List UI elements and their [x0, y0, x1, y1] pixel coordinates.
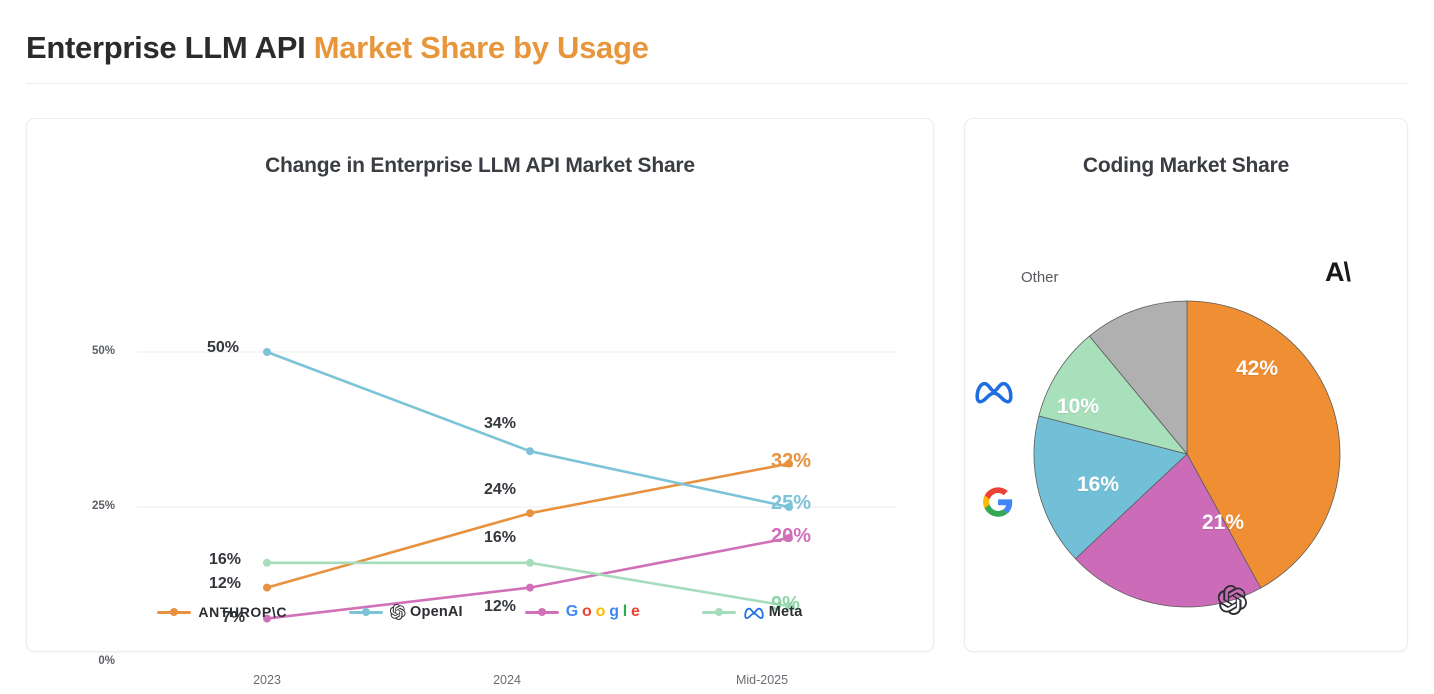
page-title-primary: Enterprise LLM API — [26, 30, 306, 65]
header-divider — [26, 83, 1408, 84]
y-tick-0: 0% — [98, 655, 115, 667]
legend-label-meta: Meta — [743, 604, 803, 620]
data-point-3-1[interactable] — [526, 558, 534, 567]
data-point-1-2[interactable] — [785, 503, 793, 511]
pie-slice-anthropic[interactable] — [1186, 300, 1341, 589]
y-tick-50: 50% — [91, 345, 115, 357]
legend-item-anthropic[interactable]: ANTHROP\C — [157, 604, 287, 620]
pie-label-meta: 10% — [1057, 395, 1100, 418]
page-title-accent: Market Share by Usage — [313, 30, 649, 65]
legend-swatch-meta — [701, 606, 736, 618]
data-label-openai-2023: 50% — [207, 339, 240, 356]
data-label-google-2023: 7% — [222, 609, 246, 626]
pie-chart-card: Coding Market Share 42% 21% 16% 10% Othe… — [964, 118, 1408, 652]
pie-label-google: 16% — [1077, 473, 1120, 496]
pie-chart-plot — [1033, 300, 1341, 608]
data-point-2-0[interactable] — [263, 614, 271, 623]
pie-slice-other[interactable] — [1088, 300, 1188, 456]
x-tick-2024: 2024 — [493, 673, 521, 687]
data-point-0-2[interactable] — [785, 459, 793, 468]
line-chart-plot — [137, 348, 897, 623]
data-point-3-0[interactable] — [263, 558, 271, 567]
data-label-openai-2024: 34% — [484, 415, 517, 432]
pie-slice-google[interactable] — [1033, 415, 1188, 560]
data-point-2-1[interactable] — [526, 583, 534, 592]
legend-item-meta[interactable]: Meta — [701, 604, 803, 620]
data-label-anthropic-2024: 24% — [484, 481, 517, 498]
line-chart-title: Change in Enterprise LLM API Market Shar… — [265, 154, 695, 177]
data-label-meta-2025: 9% — [771, 593, 800, 615]
line-series-0 — [265, 462, 791, 589]
pie-label-anthropic: 42% — [1236, 357, 1279, 380]
pie-label-openai: 21% — [1202, 511, 1245, 534]
legend-item-openai[interactable]: OpenAI — [349, 604, 463, 620]
data-point-0-1[interactable] — [526, 509, 534, 518]
data-label-google-2025: 20% — [771, 525, 812, 547]
openai-logo-icon — [390, 604, 406, 620]
data-point-2-2[interactable] — [785, 534, 793, 542]
data-point-1-0[interactable] — [263, 348, 271, 356]
data-label-openai-2025: 25% — [771, 492, 812, 514]
x-tick-mid-2025: Mid-2025 — [735, 673, 789, 687]
openai-logo-icon — [1217, 585, 1248, 620]
data-point-1-1[interactable] — [526, 447, 534, 456]
legend-swatch-anthropic — [157, 606, 192, 618]
pie-slice-meta[interactable] — [1038, 335, 1189, 455]
legend-label-openai: OpenAI — [390, 604, 463, 620]
y-tick-25: 25% — [91, 500, 115, 512]
anthropic-a-mark-icon: A\ — [1325, 257, 1351, 287]
data-point-3-2[interactable] — [785, 602, 793, 611]
legend-label-anthropic: ANTHROP\C — [198, 604, 288, 620]
pie-chart-title: Coding Market Share — [1082, 154, 1290, 177]
page-header: Enterprise LLM API Market Share by Usage — [0, 0, 1434, 92]
google-g-logo-icon — [983, 487, 1013, 522]
data-label-anthropic-2025: 32% — [771, 450, 812, 472]
data-label-anthropic-2023: 12% — [209, 575, 242, 592]
meta-infinity-logo-icon — [744, 607, 764, 619]
data-label-meta-2023: 16% — [209, 551, 242, 568]
legend-swatch-google — [524, 606, 559, 618]
legend-swatch-openai — [349, 606, 384, 618]
pie-label-other: Other — [1021, 269, 1059, 286]
page-title: Enterprise LLM API Market Share by Usage — [26, 30, 649, 66]
data-point-0-0[interactable] — [263, 583, 271, 592]
line-series-1 — [265, 350, 791, 509]
data-label-google-2024: 12% — [484, 598, 517, 615]
x-tick-2023: 2023 — [253, 673, 281, 687]
data-label-meta-2024: 16% — [484, 529, 517, 546]
line-chart-card: Change in Enterprise LLM API Market Shar… — [26, 118, 934, 687]
meta-infinity-logo-icon — [973, 377, 1015, 410]
